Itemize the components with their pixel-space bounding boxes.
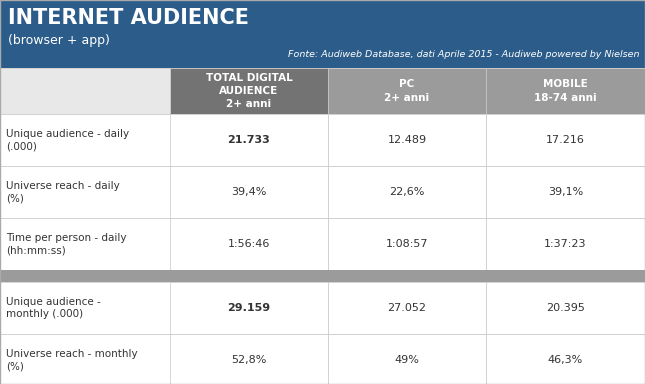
Bar	[486, 282, 645, 334]
Text: 1:56:46: 1:56:46	[228, 239, 270, 249]
Text: 39,1%: 39,1%	[548, 187, 583, 197]
Bar	[170, 68, 328, 114]
Text: TOTAL DIGITAL
AUDIENCE
2+ anni: TOTAL DIGITAL AUDIENCE 2+ anni	[206, 73, 292, 109]
Bar	[486, 218, 645, 270]
Bar	[0, 334, 645, 384]
Text: 39,4%: 39,4%	[232, 187, 266, 197]
Text: (browser + app): (browser + app)	[8, 34, 110, 47]
Bar	[486, 68, 645, 114]
Text: Universe reach - daily
(%): Universe reach - daily (%)	[6, 181, 120, 203]
Text: Time per person - daily
(hh:mm:ss): Time per person - daily (hh:mm:ss)	[6, 233, 126, 255]
Text: PC
2+ anni: PC 2+ anni	[384, 79, 430, 103]
Text: INTERNET AUDIENCE: INTERNET AUDIENCE	[8, 8, 249, 28]
Text: Universe reach - monthly
(%): Universe reach - monthly (%)	[6, 349, 137, 371]
Bar	[0, 114, 645, 166]
Bar	[328, 166, 486, 218]
Bar	[328, 114, 486, 166]
Bar	[0, 218, 645, 270]
Bar	[0, 68, 170, 114]
Bar	[486, 334, 645, 384]
Text: 49%: 49%	[395, 355, 419, 365]
Bar	[486, 114, 645, 166]
Text: Unique audience -
monthly (.000): Unique audience - monthly (.000)	[6, 297, 101, 319]
Text: Unique audience - daily
(.000): Unique audience - daily (.000)	[6, 129, 129, 151]
Bar	[328, 68, 486, 114]
Text: 12.489: 12.489	[388, 135, 426, 145]
Bar	[486, 166, 645, 218]
Bar	[328, 282, 486, 334]
Bar	[0, 0, 645, 68]
Text: 22,6%: 22,6%	[390, 187, 424, 197]
Text: 1:37:23: 1:37:23	[544, 239, 587, 249]
Bar	[0, 270, 645, 282]
Bar	[0, 282, 645, 334]
Text: 21.733: 21.733	[228, 135, 270, 145]
Bar	[170, 114, 328, 166]
Text: Fonte: Audiweb Database, dati Aprile 2015 - Audiweb powered by Nielsen: Fonte: Audiweb Database, dati Aprile 201…	[288, 50, 640, 59]
Bar	[170, 218, 328, 270]
Text: MOBILE
18-74 anni: MOBILE 18-74 anni	[534, 79, 597, 103]
Text: 17.216: 17.216	[546, 135, 585, 145]
Bar	[170, 282, 328, 334]
Text: 46,3%: 46,3%	[548, 355, 583, 365]
Text: 27.052: 27.052	[388, 303, 426, 313]
Text: 29.159: 29.159	[228, 303, 270, 313]
Bar	[328, 218, 486, 270]
Bar	[170, 166, 328, 218]
Text: 20.395: 20.395	[546, 303, 585, 313]
Text: 52,8%: 52,8%	[232, 355, 266, 365]
Bar	[170, 334, 328, 384]
Bar	[328, 334, 486, 384]
Bar	[0, 166, 645, 218]
Text: 1:08:57: 1:08:57	[386, 239, 428, 249]
